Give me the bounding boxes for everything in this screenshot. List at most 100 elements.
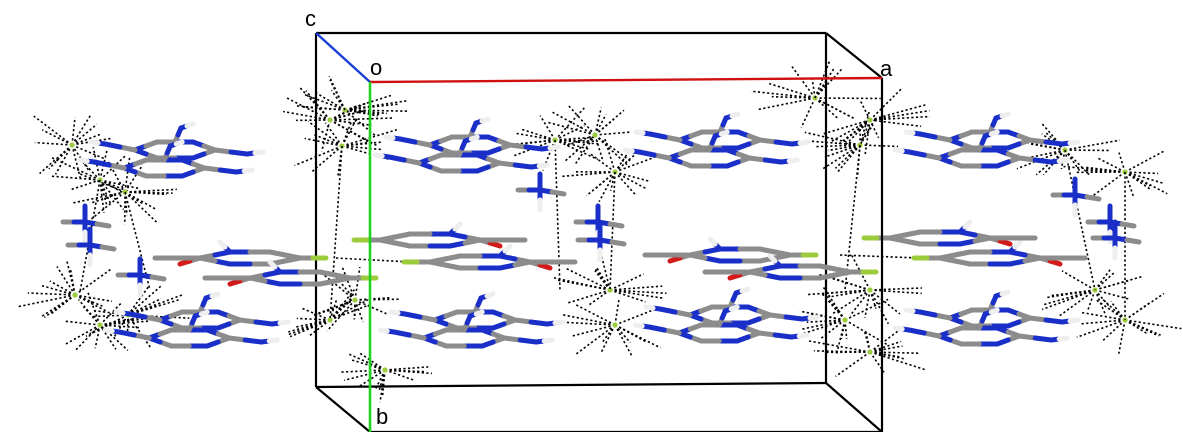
contact-dashed-line [1118,319,1126,354]
contact-dashed-line [124,191,159,224]
bond-stick [756,330,778,338]
central-molecule [351,221,528,249]
bond-stick [832,269,853,278]
contact-dashed-line [1124,302,1151,321]
contact-dashed-line [82,306,101,326]
small-cation [115,256,167,298]
contact-dashed-line [330,89,346,111]
bond-stick [1056,157,1070,164]
contact-dashed-line [806,289,871,296]
bond-stick [921,330,942,339]
bond-stick [917,309,938,318]
contact-node [842,317,848,323]
bond-stick [1032,157,1054,165]
contact-dashed-line [296,317,331,321]
bond-stick [952,258,973,267]
contact-dashed-line [1118,152,1126,173]
contact-dashed-line [63,320,101,326]
bond-stick [887,235,908,244]
contact-dashed-line [124,191,128,216]
bond-stick [277,319,291,326]
contact-dashed-line [790,64,816,99]
bond-stick [746,155,768,163]
contact-dashed-line [554,139,599,161]
bond-stick [1043,317,1065,325]
bond-stick [442,262,463,271]
contact-dashed-line [74,294,103,307]
bond-stick [397,136,418,145]
contact-dashed-line [1076,319,1126,338]
contact-dashed-line [17,294,76,308]
contact-dashed-line [869,287,922,291]
contact-dashed-line [844,144,861,291]
bond-stick [552,319,566,326]
bond-stick [237,317,259,325]
bond-stick [212,147,234,155]
bond-stick [217,239,228,250]
contact-dashed-line [86,290,101,326]
bond-stick [88,139,101,146]
contact-dashed-line [614,324,631,344]
contact-dashed-line [609,285,663,291]
contact-dashed-line [614,309,654,326]
contact-dashed-line [594,270,611,291]
molecular-layers [60,111,1142,349]
contact-dashed-line [99,155,126,181]
contact-dashed-line [27,292,76,296]
bond-stick [377,327,390,334]
contact-dashed-line [1124,171,1164,184]
contact-dashed-line [614,171,647,190]
contact-dashed-line [71,123,98,146]
contact-dashed-line [869,104,926,121]
bond-stick [102,141,123,150]
contact-dashed-line [864,119,871,155]
bond-stick [906,149,927,158]
contact-dashed-line [1094,275,1144,291]
contact-dashed-line [71,144,81,179]
contact-dashed-line [50,294,76,315]
bond-stick [1027,315,1049,323]
bond-stick [647,131,668,140]
a-axis-line [369,76,883,84]
contact-dashed-line [813,350,871,353]
bond-stick [447,240,468,249]
bond-stick [427,259,448,268]
contact-dashed-line [594,134,629,167]
bond-stick [502,243,513,254]
stacked-ring-molecule [372,116,561,174]
bond-stick [917,131,938,140]
contact-dashed-line [71,132,103,146]
contact-dashed-line [307,120,343,147]
contact-dashed-line [1045,289,1096,299]
bond-stick [142,314,163,323]
bond-stick [549,189,567,197]
bond-stick [484,291,496,299]
contact-dashed-line [329,145,343,321]
contact-dashed-line [341,117,358,147]
contact-dashed-line [329,302,345,321]
bond-stick [1056,335,1070,342]
contact-dashed-line [127,285,162,316]
contact-node [607,287,613,293]
c-axis-line [315,32,371,83]
bond-stick [762,157,784,165]
bond-stick [241,167,255,174]
contact-dashed-line [124,188,177,193]
bond-stick [388,309,401,316]
bond-stick [127,311,148,320]
contact-dashed-line [609,289,667,295]
contact-node [97,322,103,328]
bond-stick [932,134,953,143]
contact-dashed-line [1041,289,1096,311]
bond-stick [817,263,838,272]
bond-stick [1067,317,1081,324]
bond-stick [442,253,463,262]
contact-dashed-line [99,179,140,190]
contact-dashed-line [63,324,101,346]
bond-stick [727,272,743,281]
contact-dashed-line [1124,319,1182,330]
bond-stick [517,337,539,345]
bond-stick [184,121,196,129]
contact-dashed-line [575,324,616,355]
contact-dashed-line [859,126,873,146]
